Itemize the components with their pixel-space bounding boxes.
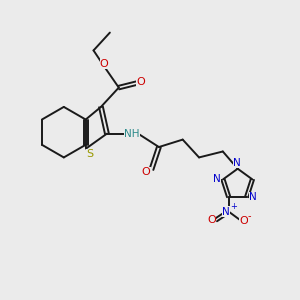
Text: +: + [230, 202, 237, 211]
Text: NH: NH [124, 129, 140, 139]
Text: N: N [222, 206, 230, 217]
Text: N: N [249, 192, 256, 202]
Text: O: O [142, 167, 151, 177]
Text: O: O [207, 215, 216, 226]
Text: S: S [86, 149, 93, 159]
Text: N: N [232, 158, 240, 168]
Text: -: - [248, 211, 251, 221]
Text: N: N [213, 174, 221, 184]
Text: O: O [100, 58, 109, 68]
Text: O: O [136, 77, 145, 87]
Text: O: O [239, 216, 248, 226]
